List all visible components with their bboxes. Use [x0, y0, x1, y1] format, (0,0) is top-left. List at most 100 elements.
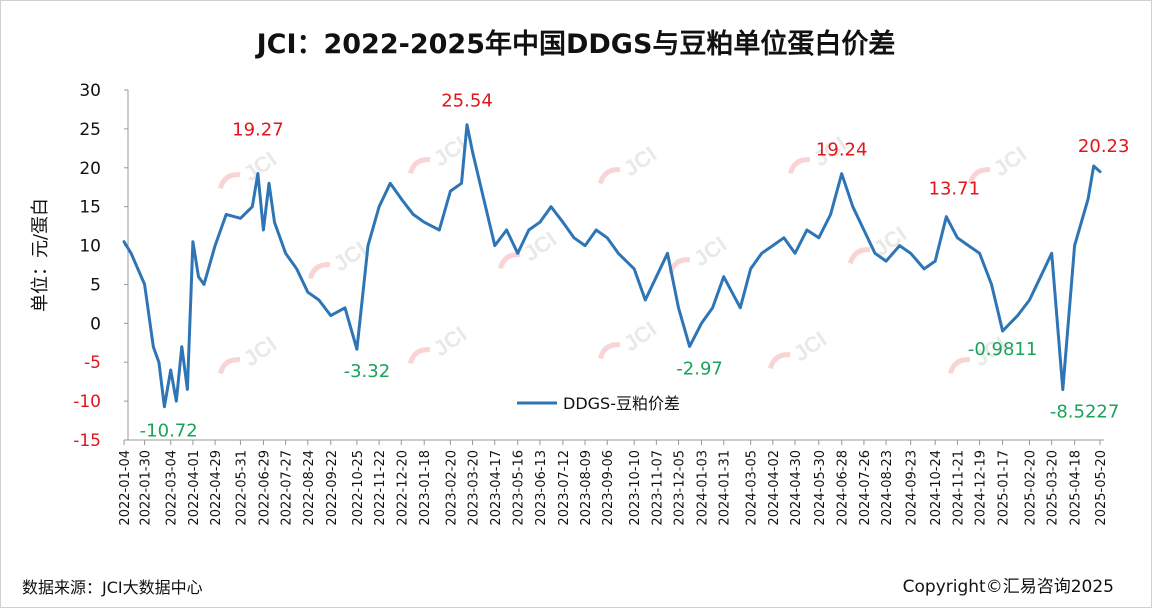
data-point: [251, 205, 254, 208]
data-point: [538, 221, 542, 224]
x-tick-label: 2022-01-30: [139, 450, 154, 526]
watermark-text: JCI: [239, 331, 281, 371]
data-point: [157, 361, 161, 364]
x-tick-label: 2025-05-20: [1094, 450, 1109, 526]
data-point: [1050, 252, 1053, 255]
data-label: 19.27: [232, 120, 284, 141]
x-tick-label: 2023-01-18: [418, 450, 433, 526]
data-point: [606, 236, 609, 239]
watermark-text: JCI: [989, 141, 1031, 181]
x-tick-label: 2023-02-20: [444, 450, 459, 526]
data-point: [482, 197, 485, 201]
x-tick-label: 2023-09-06: [601, 450, 616, 526]
data-point: [366, 244, 370, 247]
data-point: [898, 244, 901, 247]
data-point: [169, 368, 172, 372]
series-layer: [122, 123, 1102, 409]
data-point: [377, 205, 381, 208]
data-point: [739, 306, 742, 309]
data-point: [1098, 170, 1102, 173]
x-tick-label: 2022-05-31: [234, 450, 249, 526]
data-point: [909, 252, 912, 255]
data-label: 25.54: [441, 91, 493, 112]
watermark-swoosh-icon: [217, 172, 241, 190]
data-label: -2.97: [676, 358, 723, 379]
data-label: 19.24: [816, 140, 868, 161]
data-point: [617, 252, 620, 255]
data-point: [163, 405, 166, 408]
data-point: [749, 267, 752, 271]
legend-label: DDGS-豆粕价差: [563, 394, 680, 413]
data-label: -3.32: [344, 361, 391, 382]
x-tick-label: 2024-01-03: [696, 450, 711, 526]
x-tick-label: 2022-12-20: [395, 450, 410, 526]
data-point: [922, 267, 926, 271]
data-point: [191, 240, 195, 243]
watermark-swoosh-icon: [407, 347, 431, 365]
data-point: [793, 252, 797, 255]
annotations: -10.72 19.27 -3.32 25.54 -2.97 19.24 13.71 -0.9…: [140, 91, 1130, 442]
watermark-logo: JCI: [217, 331, 281, 375]
data-point: [295, 267, 298, 271]
data-point: [262, 228, 265, 232]
data-point: [851, 205, 854, 208]
x-tick-label: 2024-04-02: [767, 450, 782, 526]
x-tick-label: 2023-08-09: [579, 450, 594, 526]
data-point: [267, 182, 271, 185]
watermark-swoosh-icon: [767, 352, 791, 370]
watermark-logo: JCI: [767, 326, 831, 370]
y-tick-label: 15: [79, 198, 101, 218]
data-point: [805, 228, 809, 232]
copyright: Copyright©汇易咨询2025: [902, 577, 1114, 597]
watermark-text: JCI: [619, 141, 661, 181]
data-point: [700, 322, 703, 325]
x-tick-label: 2023-07-12: [557, 450, 572, 526]
watermark-logo: JCI: [407, 321, 471, 365]
data-point: [956, 236, 959, 239]
watermark-logo: JCI: [497, 226, 561, 270]
data-point: [355, 348, 359, 351]
data-point: [389, 182, 392, 185]
data-point: [180, 345, 183, 348]
data-point: [711, 306, 714, 309]
y-tick-label: 5: [90, 275, 101, 295]
data-point: [967, 244, 970, 247]
data-point: [273, 221, 276, 224]
series-line-ddgs-soymeal: [122, 123, 1102, 409]
x-tick-label: 2022-11-22: [373, 450, 388, 526]
data-point: [1039, 275, 1042, 278]
data-label: -8.5227: [1050, 402, 1119, 423]
watermark-swoosh-icon: [597, 167, 621, 185]
x-tick-label: 2025-01-17: [997, 450, 1012, 526]
y-axis-label: 单位：元/蛋白: [30, 198, 51, 312]
watermark-swoosh-icon: [967, 167, 991, 185]
data-point: [493, 244, 496, 247]
x-tick-label: 2024-04-30: [789, 450, 804, 526]
data-point: [561, 221, 565, 224]
data-point: [460, 182, 463, 185]
data-point: [666, 252, 669, 255]
data-point: [862, 228, 866, 232]
data-point: [329, 314, 332, 317]
data-point: [934, 259, 937, 263]
watermark-swoosh-icon: [947, 357, 971, 375]
data-point: [644, 298, 647, 302]
x-tick-label: 2022-01-04: [118, 450, 133, 526]
data-point: [1061, 388, 1065, 391]
watermark-swoosh-icon: [847, 247, 871, 265]
watermark-logo: JCI: [667, 231, 731, 275]
data-point: [213, 244, 217, 247]
data-point: [873, 252, 877, 255]
data-label: 20.23: [1078, 136, 1130, 157]
legend: DDGS-豆粕价差: [517, 394, 680, 413]
data-point: [760, 252, 763, 255]
watermark-text: JCI: [619, 316, 661, 356]
x-tick-label: 2024-03-05: [745, 450, 760, 526]
x-tick-label: 2023-10-10: [628, 450, 643, 526]
data-point: [549, 205, 553, 208]
data-point: [771, 244, 774, 247]
x-tick-label: 2022-04-01: [187, 450, 202, 526]
watermark-text: JCI: [429, 321, 471, 361]
data-label: 13.71: [929, 179, 981, 200]
